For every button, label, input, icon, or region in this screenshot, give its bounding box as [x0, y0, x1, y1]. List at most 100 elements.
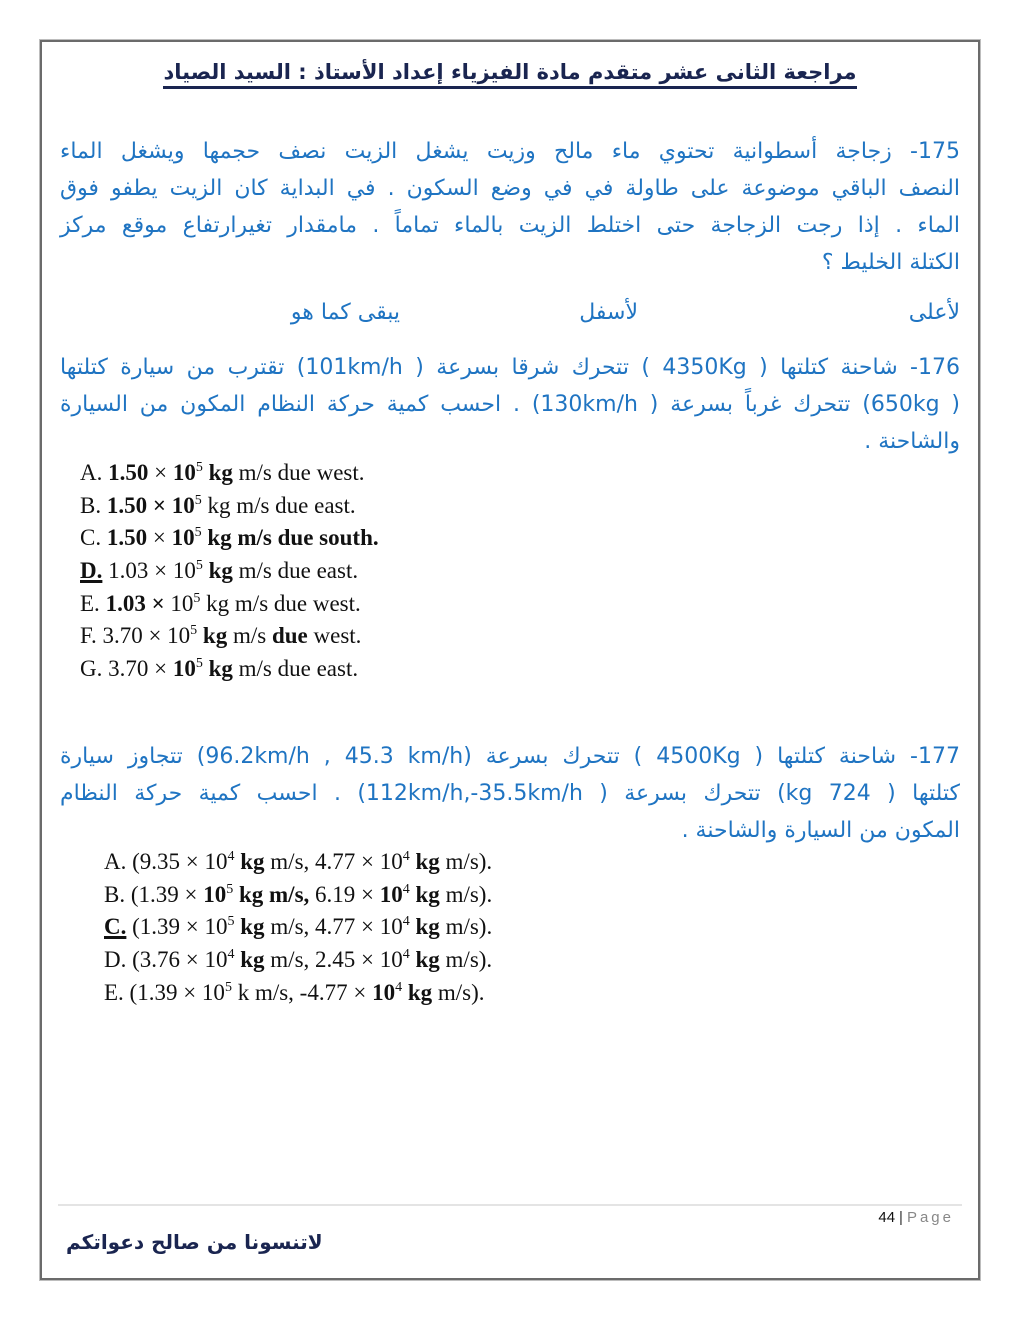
option-text: B. (1.39 ×	[104, 881, 204, 907]
exponent: 4	[227, 849, 235, 864]
option-text: m/s, 4.77 × 10	[264, 849, 403, 874]
answer-option: E. 1.03 × 105 kg m/s due west.	[80, 588, 379, 621]
footer-divider	[58, 1204, 962, 1206]
answer-option: A. 1.50 × 105 kg m/s due west.	[80, 457, 379, 490]
exponent: 4	[227, 947, 235, 963]
option-text: due	[271, 623, 308, 649]
option-text: m/s due west.	[232, 460, 365, 485]
answer-option: G. 3.70 × 105 kg m/s due east.	[80, 653, 379, 686]
exponent: 4	[395, 979, 403, 995]
option-text: B.	[80, 492, 107, 518]
option-text: kg m/s,	[233, 881, 310, 907]
exponent: 5	[195, 558, 203, 574]
answer-option: F. 3.70 × 105 kg m/s due west.	[80, 620, 379, 653]
page-number-value: 44	[878, 1209, 896, 1226]
question-text-line: ( 650kg) تتحرك غرباً بسرعة ( 130km/h) . …	[60, 392, 961, 417]
answer-option: B. 1.50 × 105 kg m/s due east.	[80, 490, 379, 523]
answer-option: B. (1.39 × 105 kg m/s, 6.19 × 104 kg m/s…	[104, 879, 492, 912]
option-text: kg	[202, 460, 233, 485]
exponent: 4	[402, 849, 410, 864]
option-text: C.	[104, 914, 127, 940]
answer-option: E. (1.39 × 105 k m/s, -4.77 × 104 kg m/s…	[104, 977, 492, 1010]
exponent: 5	[224, 979, 232, 995]
option-text: D.	[80, 558, 103, 584]
exponent: 5	[227, 914, 235, 930]
option-text: kg	[202, 558, 233, 584]
exponent: 5	[195, 460, 203, 475]
option-text: 10	[203, 881, 227, 907]
option-text: E. (1.39 × 10	[104, 979, 225, 1005]
answer-option: D. (3.76 × 104 kg m/s, 2.45 × 104 kg m/s…	[104, 944, 492, 977]
question-177: 177- شاحنة كتلتها ( 4500Kg ) تتحرك بسرعة…	[60, 738, 960, 849]
option-text: 10	[172, 460, 196, 485]
option-text: m/s).	[439, 914, 493, 940]
exponent: 5	[194, 492, 202, 508]
option-text: kg	[409, 849, 440, 874]
option-text: 1.03 ×	[105, 590, 171, 616]
option-text: (1.39 × 10	[126, 914, 228, 940]
answer-option: D. 1.03 × 105 kg m/s due east.	[80, 555, 379, 588]
option-text: kg	[234, 849, 265, 874]
option-text: m/s due east.	[232, 656, 359, 682]
question-176-options: A. 1.50 × 105 kg m/s due west. B. 1.50 × …	[80, 457, 379, 686]
option-text: m/s).	[439, 849, 493, 874]
header-title: مراجعة الثانى عشر متقدم مادة الفيزياء إع…	[163, 60, 857, 89]
question-text-line: 177- شاحنة كتلتها ( 4500Kg ) تتحرك بسرعة…	[60, 744, 960, 769]
question-176: 176- شاحنة كتلتها ( 4350Kg ) تتحرك شرقا …	[60, 349, 960, 460]
option-text: m/s	[227, 623, 272, 649]
question-text-line: كتلتها ( 724 kg) تتحرك بسرعة ( 112km/h,-…	[60, 781, 960, 806]
exponent: 4	[402, 947, 410, 963]
exponent: 4	[402, 881, 410, 897]
option-text: kg	[409, 947, 440, 973]
option-text: m/s, 4.77 × 10	[264, 914, 403, 940]
option-text: 10	[372, 979, 396, 1005]
option-text: m/s).	[439, 947, 493, 973]
option-text: m/s).	[439, 881, 493, 907]
option-text: D. (3.76 × 10	[104, 947, 228, 973]
question-175: 175- زجاجة أسطوانية تحتوي ماء مالح وزيت …	[60, 133, 960, 281]
question-text-line: النصف الباقي موضوعة على طاولة في في وضع …	[60, 176, 960, 201]
option-text: kg	[234, 914, 265, 940]
option-text: k m/s, -4.77 ×	[231, 979, 373, 1005]
choice-up: لأعلى	[908, 300, 960, 325]
option-text: 10	[379, 881, 403, 907]
choice-unchanged: يبقى كما هو	[290, 300, 400, 325]
option-text: 6.19 ×	[309, 881, 380, 907]
option-text: kg m/s due east.	[201, 492, 356, 518]
option-text: 1.50	[108, 460, 149, 485]
option-text: kg	[402, 979, 433, 1005]
option-text: 10	[170, 590, 194, 616]
question-177-options: A. (9.35 × 104 kg m/s, 4.77 × 104 kg m/s…	[104, 846, 492, 1009]
page-number: 44 | Page	[878, 1209, 954, 1226]
choice-down: لأسفل	[579, 300, 638, 325]
question-text-line: والشاحنة .	[864, 429, 960, 454]
question-text-line: 175- زجاجة أسطوانية تحتوي ماء مالح وزيت …	[60, 139, 960, 164]
option-text: kg	[409, 881, 440, 907]
option-text: A. (9.35 × 10	[104, 849, 228, 874]
question-175-choices: لأعلى لأسفل يبقى كما هو	[60, 300, 960, 336]
option-text: ×	[148, 460, 173, 485]
exponent: 5	[226, 881, 234, 897]
exponent: 5	[195, 656, 203, 672]
option-text: 1.50	[106, 525, 148, 551]
question-text-line: الكتلة الخليط ؟	[821, 250, 960, 275]
page-label: Page	[906, 1209, 954, 1226]
option-text: E.	[80, 590, 106, 616]
option-text: ×	[147, 525, 172, 551]
option-text: kg	[202, 656, 233, 682]
page-header: مراجعة الثانى عشر متقدم مادة الفيزياء إع…	[160, 60, 860, 89]
question-text-line: 176- شاحنة كتلتها ( 4350Kg ) تتحرك شرقا …	[60, 355, 960, 380]
option-text: F. 3.70 × 10	[80, 623, 191, 649]
option-text: 1.03 × 10	[102, 558, 196, 584]
option-text: A.	[80, 460, 109, 485]
option-text: 10	[171, 525, 195, 551]
exponent: 5	[190, 623, 198, 639]
exponent: 4	[402, 914, 410, 930]
option-text: m/s, 2.45 × 10	[264, 947, 403, 973]
exponent: 5	[194, 525, 202, 541]
footer-text: لاتنسونا من صالح دعواتكم	[66, 1230, 323, 1254]
question-text-line: المكون من السيارة والشاحنة .	[681, 818, 960, 843]
option-text: kg	[201, 525, 232, 551]
option-text: kg	[409, 914, 440, 940]
option-text: C.	[80, 525, 107, 551]
